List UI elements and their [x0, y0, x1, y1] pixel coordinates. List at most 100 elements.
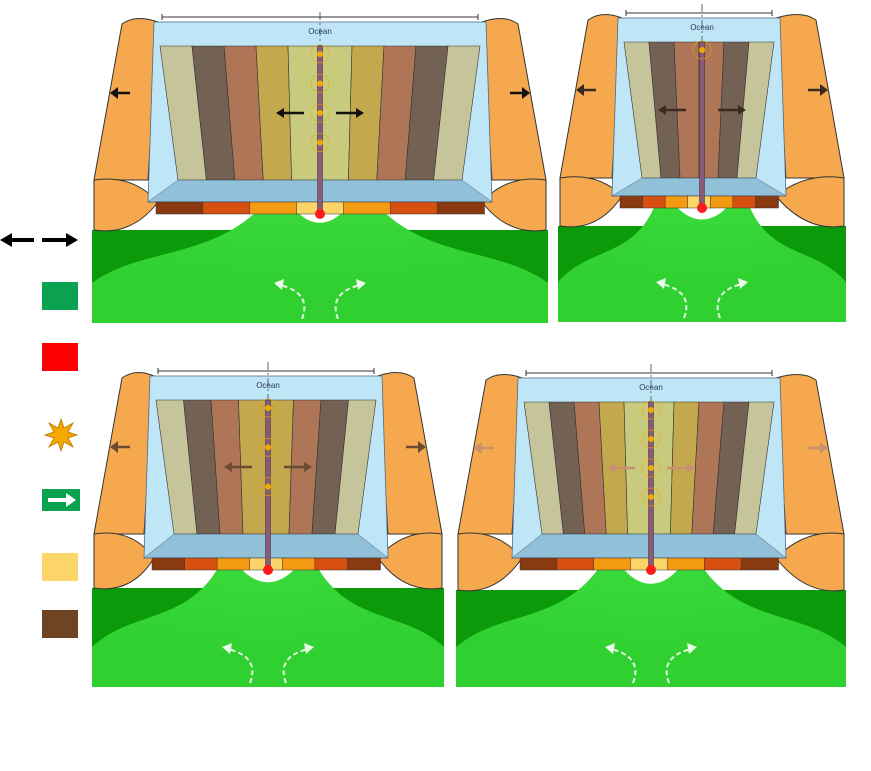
crust-band-segment: [593, 557, 632, 571]
crust-band-segment: [755, 195, 779, 209]
crust-band-segment: [249, 201, 298, 215]
rift-diagram-svg: Ocean: [558, 4, 846, 322]
upwelling-mantle: [92, 183, 548, 323]
upwelling-mantle: [456, 547, 846, 687]
earthquake-icon: [265, 444, 271, 451]
seafloor-front-face: [610, 177, 788, 197]
convection-key: [42, 489, 80, 516]
plate-motion-arrowhead: [820, 84, 828, 96]
spreading-arrowhead: [738, 105, 746, 115]
continental-block-right: [775, 176, 845, 228]
crust-band-segment: [282, 557, 316, 571]
crust-band-segment: [314, 557, 349, 571]
convection-arrowhead: [738, 278, 748, 289]
crust-band-segment: [642, 195, 666, 209]
crust-band-segment: [704, 557, 742, 571]
convection-arrow-left: [661, 283, 688, 319]
convection-arrowhead: [304, 643, 314, 654]
earthquake-ring: [641, 458, 661, 478]
earthquake-icon: [648, 436, 654, 442]
upwelling-mantle: [92, 547, 444, 687]
convection-arrowhead: [222, 643, 232, 654]
spreading-arrowhead: [276, 108, 284, 118]
crust-band-segment: [347, 557, 381, 571]
earthquake-key: [43, 417, 79, 457]
young-crust-key: [42, 553, 78, 581]
continental-plate-right: [775, 14, 845, 179]
plate-motion-arrowhead: [474, 442, 482, 454]
starburst-icon: [43, 417, 79, 453]
rift-conduit: [648, 401, 654, 571]
magma-chamber: [646, 565, 656, 575]
rift-diagram-svg: Ocean: [92, 12, 548, 323]
convection-arrow-right: [665, 648, 692, 684]
green-arrow-icon: [42, 489, 80, 511]
crust-band-segment: [436, 201, 485, 215]
crust-band-segment: [667, 557, 706, 571]
earthquake-icon: [699, 47, 705, 53]
earthquake-icon: [317, 51, 323, 57]
convection-arrow-right: [716, 283, 743, 319]
plate-motion-arrows-key: [0, 228, 80, 257]
plate-motion-arrowhead: [820, 442, 828, 454]
convection-arrow-right: [282, 648, 309, 684]
convection-arrowhead: [605, 643, 615, 654]
ocean-label: Ocean: [256, 381, 280, 390]
earthquake-icon: [317, 139, 323, 146]
convection-arrow-left: [227, 648, 254, 684]
plate-motion-arrowhead: [418, 441, 426, 453]
continental-plate-left: [457, 374, 523, 535]
earthquake-ring: [310, 44, 330, 64]
crust-band-segment: [664, 195, 689, 209]
earthquake-icon: [648, 407, 654, 413]
rift-diagram-svg: Ocean: [456, 364, 846, 687]
crust-band-segment: [519, 557, 558, 571]
spreading-arrowhead: [658, 105, 666, 115]
convection-arrow-right: [334, 284, 361, 320]
spreading-arrowhead: [224, 462, 232, 472]
earthquake-ring: [641, 487, 661, 507]
earthquake-ring: [258, 477, 278, 497]
ocean-label: Ocean: [690, 23, 714, 32]
plate-motion-arrowhead: [110, 87, 118, 99]
crust-band-segment: [216, 557, 251, 571]
earthquake-ring: [692, 40, 712, 60]
continental-block-right: [775, 532, 845, 592]
earthquake-ring: [258, 398, 278, 418]
magma-chamber: [263, 565, 273, 575]
plate-motion-arrowhead: [522, 87, 530, 99]
earthquake-icon: [648, 465, 654, 471]
continental-plate-left: [559, 14, 623, 179]
convection-arrow-left: [279, 284, 306, 320]
ocean-label: Ocean: [308, 27, 332, 36]
rift-diagram-panel-2: Ocean: [558, 4, 846, 322]
crust-band-segment: [151, 557, 186, 571]
earthquake-ring: [641, 400, 661, 420]
crust-band-segment: [619, 195, 644, 209]
earthquake-icon: [317, 80, 323, 87]
continental-plate-right: [775, 374, 845, 535]
crust-band-segment: [732, 195, 757, 209]
earthquake-ring: [310, 74, 330, 93]
ocean-label: Ocean: [639, 383, 663, 392]
crust-band-segment: [710, 195, 734, 209]
earthquake-icon: [648, 494, 654, 500]
earthquake-icon: [265, 483, 271, 490]
spreading-arrowhead: [607, 463, 615, 473]
convection-arrow-left: [610, 648, 637, 684]
rift-conduit: [699, 41, 705, 209]
upwelling-mantle: [558, 182, 846, 322]
mantle-key: [42, 282, 78, 310]
crust-band-segment: [155, 201, 204, 215]
convection-arrowhead: [274, 279, 284, 290]
earthquake-ring: [258, 437, 278, 457]
crust-band-segment: [556, 557, 595, 571]
earthquake-ring: [641, 429, 661, 449]
double-arrow-icon: [0, 233, 78, 247]
crust-band-segment: [184, 557, 218, 571]
continental-plate-right: [377, 372, 443, 535]
continental-plate-left: [93, 18, 159, 181]
rift-diagram-panel-4: Ocean: [456, 364, 846, 687]
spreading-arrowhead: [304, 462, 312, 472]
magma-chamber: [315, 209, 325, 219]
